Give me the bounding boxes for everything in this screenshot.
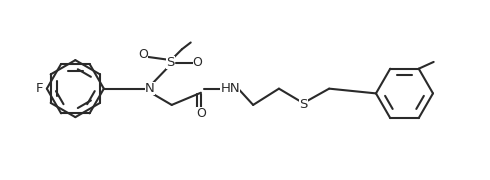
Text: S: S (299, 98, 308, 111)
Text: F: F (36, 82, 44, 95)
Text: S: S (166, 56, 174, 69)
Text: O: O (138, 48, 148, 61)
Text: O: O (193, 56, 202, 69)
Text: HN: HN (220, 82, 240, 95)
Text: N: N (145, 82, 155, 95)
Text: O: O (196, 107, 206, 120)
